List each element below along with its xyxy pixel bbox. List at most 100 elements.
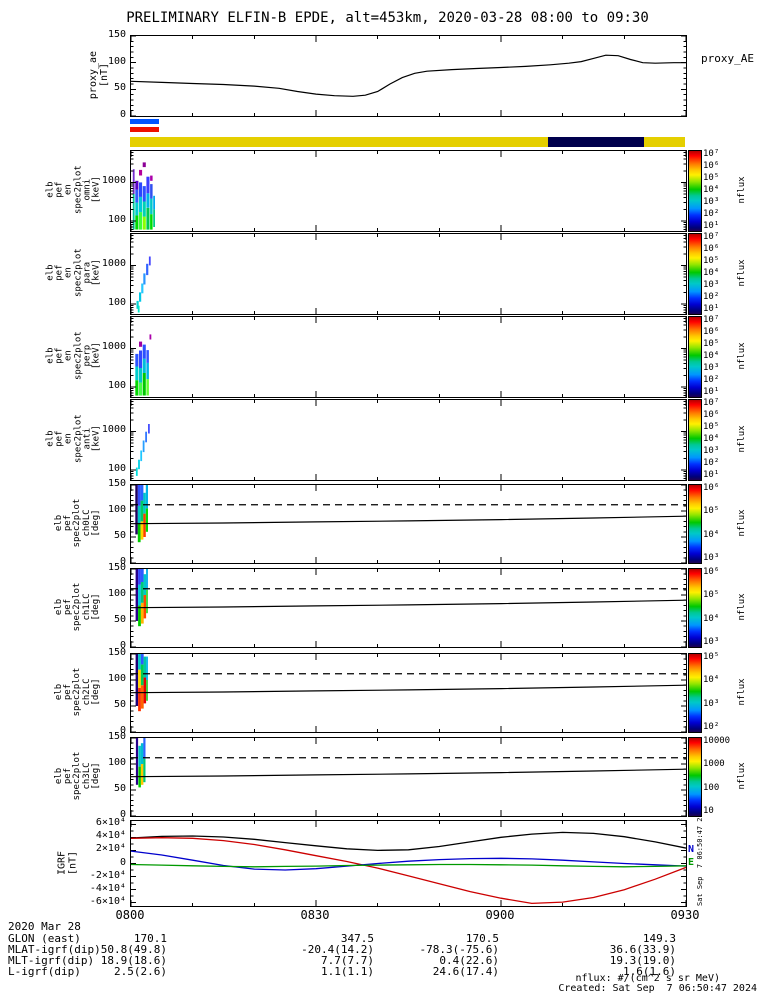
colorbar — [688, 233, 702, 315]
colorbar-title-wrap: nflux — [736, 653, 748, 731]
colorbar-tick-label: 10³ — [703, 197, 720, 207]
pa_ch3lc-plot — [131, 738, 686, 816]
axis-ticks — [131, 234, 686, 314]
footer-value: 19.3(19.0) — [609, 954, 676, 967]
colorbar-tick-label: 10⁶ — [703, 483, 720, 493]
side-timestamp: Sat Sep 7 06:50:47 2024 — [696, 804, 704, 906]
colorbar — [688, 568, 702, 648]
colorbar-title: nflux — [737, 762, 747, 790]
footer-value: 1.1(1.1) — [321, 965, 374, 978]
y-tick-label: 0 — [119, 109, 126, 120]
y-axis-label-wrap: elb pef spec2plot ch1LC [deg] — [53, 568, 101, 646]
y-tick-label: 6×10⁴ — [95, 817, 126, 829]
y-tick-label: 50 — [113, 614, 126, 625]
footer-value: -20.4(14.2) — [301, 943, 374, 956]
y-tick-label: 150 — [107, 562, 126, 573]
y-axis-label-ch2lc: elb pef spec2plot ch2LC [deg] — [53, 667, 101, 717]
science-zone-status-bar — [130, 137, 685, 147]
side-timestamp-wrap: Sat Sep 7 06:50:47 2024 — [694, 804, 706, 906]
y-tick-label: 1000 — [101, 424, 126, 436]
panel-energy-spectrogram-omni — [130, 150, 687, 232]
colorbar-tick-label: 10³ — [703, 363, 720, 373]
colorbar-title-wrap: nflux — [736, 737, 748, 815]
colorbar-tick-label: 10⁷ — [703, 315, 720, 325]
y-tick-label: 0 — [119, 809, 126, 820]
y-axis-label-ch0lc: elb pef spec2plot ch0LC [deg] — [53, 498, 101, 548]
nflux-units-note: nflux: #/(cm^2 s sr MeV) — [575, 973, 721, 984]
panel-pitch-angle-ch1lc — [130, 568, 687, 648]
proxy-ae-right-label: proxy_AE — [701, 52, 754, 65]
footer-value: 347.5 — [340, 932, 374, 945]
x-tick-label-0830: 0830 — [300, 908, 330, 922]
colorbar-tick-label: 10⁶ — [703, 244, 720, 254]
y-tick-label: 150 — [107, 478, 126, 489]
y-tick-label: 0 — [119, 856, 126, 868]
colorbar-title: nflux — [737, 678, 747, 706]
y-axis-label-wrap: IGRF [nT] — [56, 820, 78, 905]
colorbar-tick-label: 10¹ — [703, 221, 720, 231]
colorbar-title: nflux — [737, 509, 747, 537]
y-tick-label: 50 — [113, 530, 126, 541]
created-timestamp: Created: Sat Sep 7 06:50:47 2024 — [558, 983, 757, 994]
y-axis-label-wrap: elb pef spec2plot ch0LC [deg] — [53, 484, 101, 562]
colorbar-tick-label: 10⁵ — [703, 590, 720, 601]
y-tick-label: 50 — [113, 783, 126, 794]
y-tick-label: 100 — [107, 55, 126, 67]
colorbar — [688, 150, 702, 232]
footer-value: 170.1 — [133, 932, 167, 945]
x-tick-label-0900: 0900 — [485, 908, 515, 922]
colorbar-tick-label: 10³ — [703, 698, 720, 709]
axis-ticks — [131, 151, 686, 231]
y-axis-label-proxy-ae: proxy_ae [nT] — [88, 50, 110, 100]
colorbar-tick-label: 10³ — [703, 553, 720, 563]
y-tick-label: 100 — [107, 673, 126, 684]
axis-ticks — [131, 569, 686, 647]
footer-value: 36.6(33.9) — [609, 943, 676, 956]
series-line — [131, 850, 686, 871]
footer-value: 149.3 — [642, 932, 676, 945]
footer-row-label-lshell: L-igrf(dip) — [8, 965, 81, 978]
series-line — [131, 599, 686, 609]
y-axis-label-ch3lc: elb pef spec2plot ch3LC [deg] — [53, 751, 101, 801]
spectrogram-data — [135, 334, 152, 396]
colorbar-title-wrap: nflux — [736, 399, 748, 479]
series-line — [131, 831, 686, 852]
colorbar-tick-label: 10⁴ — [703, 351, 720, 361]
y-axis-label-wrap: elb pef spec2plot ch2LC [deg] — [53, 653, 101, 731]
en_perp-plot — [131, 317, 686, 397]
colorbar-tick-label: 10⁵ — [703, 422, 720, 432]
footer-row-label-mlat: MLAT-igrf(dip) — [8, 943, 101, 956]
y-tick-label: 100 — [107, 296, 126, 308]
colorbar-tick-label: 10 — [703, 806, 714, 816]
colorbar-tick-label: 10² — [703, 209, 720, 219]
y-tick-label: 100 — [107, 504, 126, 515]
colorbar-tick-label: 10⁵ — [703, 506, 720, 517]
y-axis-label-igrf: IGRF [nT] — [56, 850, 78, 875]
proxy_ae-plot — [131, 36, 686, 116]
colorbar — [688, 316, 702, 398]
footer-value: 7.7(7.7) — [321, 954, 374, 967]
y-tick-label: 0 — [119, 556, 126, 567]
y-tick-label: -4×10⁴ — [89, 882, 126, 894]
y-tick-label: 2×10⁴ — [95, 843, 126, 855]
igrf-series-label-E: E — [688, 857, 695, 868]
colorbar-tick-label: 10³ — [703, 280, 720, 290]
y-tick-label: 1000 — [101, 175, 126, 187]
colorbar-tick-label: 10² — [703, 458, 720, 468]
spectrogram-data — [135, 485, 148, 543]
colorbar-title-wrap: nflux — [736, 233, 748, 313]
x-tick-label-0800: 0800 — [115, 908, 145, 922]
footer-row-label-mlt: MLT-igrf(dip) — [8, 954, 95, 967]
x-tick-label-0930: 0930 — [670, 908, 700, 922]
y-tick-label: 100 — [107, 757, 126, 768]
colorbar-tick-label: 10⁶ — [703, 567, 720, 577]
colorbar-title: nflux — [737, 342, 747, 370]
y-tick-label: 0 — [119, 640, 126, 651]
mode-marker-2 — [130, 127, 159, 132]
y-tick-label: -2×10⁴ — [89, 869, 126, 881]
colorbar-tick-label: 10⁷ — [703, 398, 720, 408]
y-tick-label: -6×10⁴ — [89, 895, 126, 907]
panel-energy-spectrogram-anti — [130, 399, 687, 481]
colorbar-title: nflux — [737, 425, 747, 453]
